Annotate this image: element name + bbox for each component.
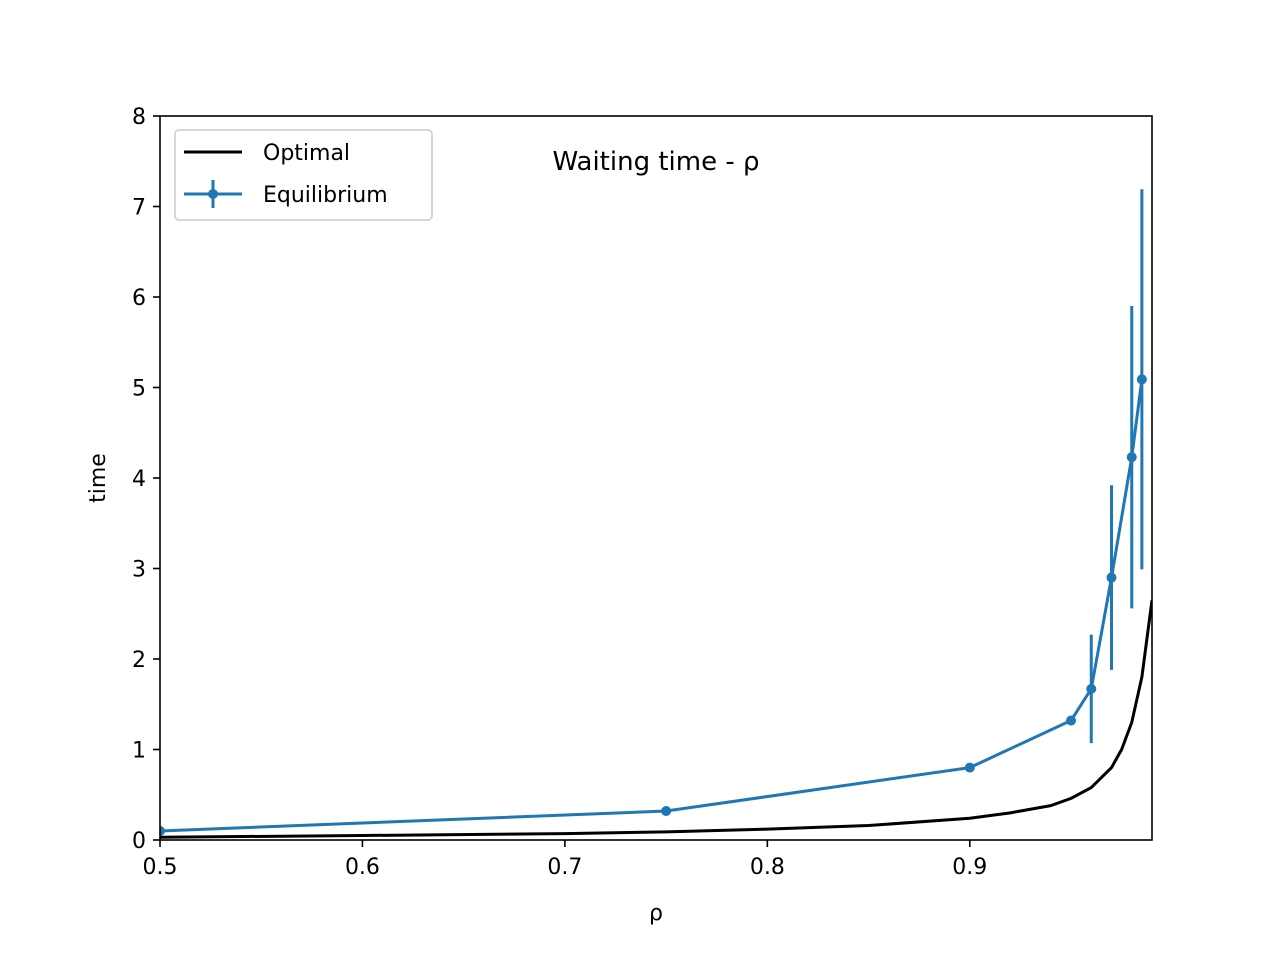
y-tick-label: 7 xyxy=(132,196,146,221)
data-point-equilibrium xyxy=(1066,715,1077,726)
x-tick-label: 0.5 xyxy=(143,855,178,880)
x-tick-label: 0.7 xyxy=(547,855,582,880)
data-point-equilibrium xyxy=(964,762,975,773)
y-tick-label: 5 xyxy=(132,377,146,402)
legend-label-optimal: Optimal xyxy=(263,141,350,166)
y-tick-label: 3 xyxy=(132,558,146,583)
data-point-equilibrium xyxy=(1126,452,1137,463)
y-tick-label: 0 xyxy=(132,829,146,854)
x-axis-label: ρ xyxy=(649,901,663,926)
y-tick-label: 4 xyxy=(132,467,146,492)
legend-label-equilibrium: Equilibrium xyxy=(263,183,388,208)
series-line-optimal xyxy=(160,599,1152,839)
x-tick-label: 0.8 xyxy=(750,855,785,880)
x-tick-label: 0.9 xyxy=(952,855,987,880)
y-tick-label: 2 xyxy=(132,648,146,673)
legend: Optimal Equilibrium xyxy=(174,129,433,221)
data-point-equilibrium xyxy=(1136,374,1147,385)
chart-title: Waiting time - ρ xyxy=(552,147,759,177)
data-point-equilibrium xyxy=(661,806,672,817)
plot-area xyxy=(160,189,1152,839)
data-point-equilibrium xyxy=(160,825,165,836)
data-point-equilibrium xyxy=(1106,572,1117,583)
y-tick-label: 1 xyxy=(132,739,146,764)
axis-ticks: 0.5 0.6 0.7 0.8 0.9 0 1 2 3 4 5 6 7 8 xyxy=(132,105,987,880)
series-line-equilibrium xyxy=(160,379,1144,833)
y-tick-label: 6 xyxy=(132,286,146,311)
x-tick-label: 0.6 xyxy=(345,855,380,880)
data-point-equilibrium xyxy=(1086,683,1097,694)
legend-swatch-equilibrium-marker xyxy=(208,189,218,199)
y-axis-label: time xyxy=(86,453,111,503)
y-tick-label: 8 xyxy=(132,105,146,130)
